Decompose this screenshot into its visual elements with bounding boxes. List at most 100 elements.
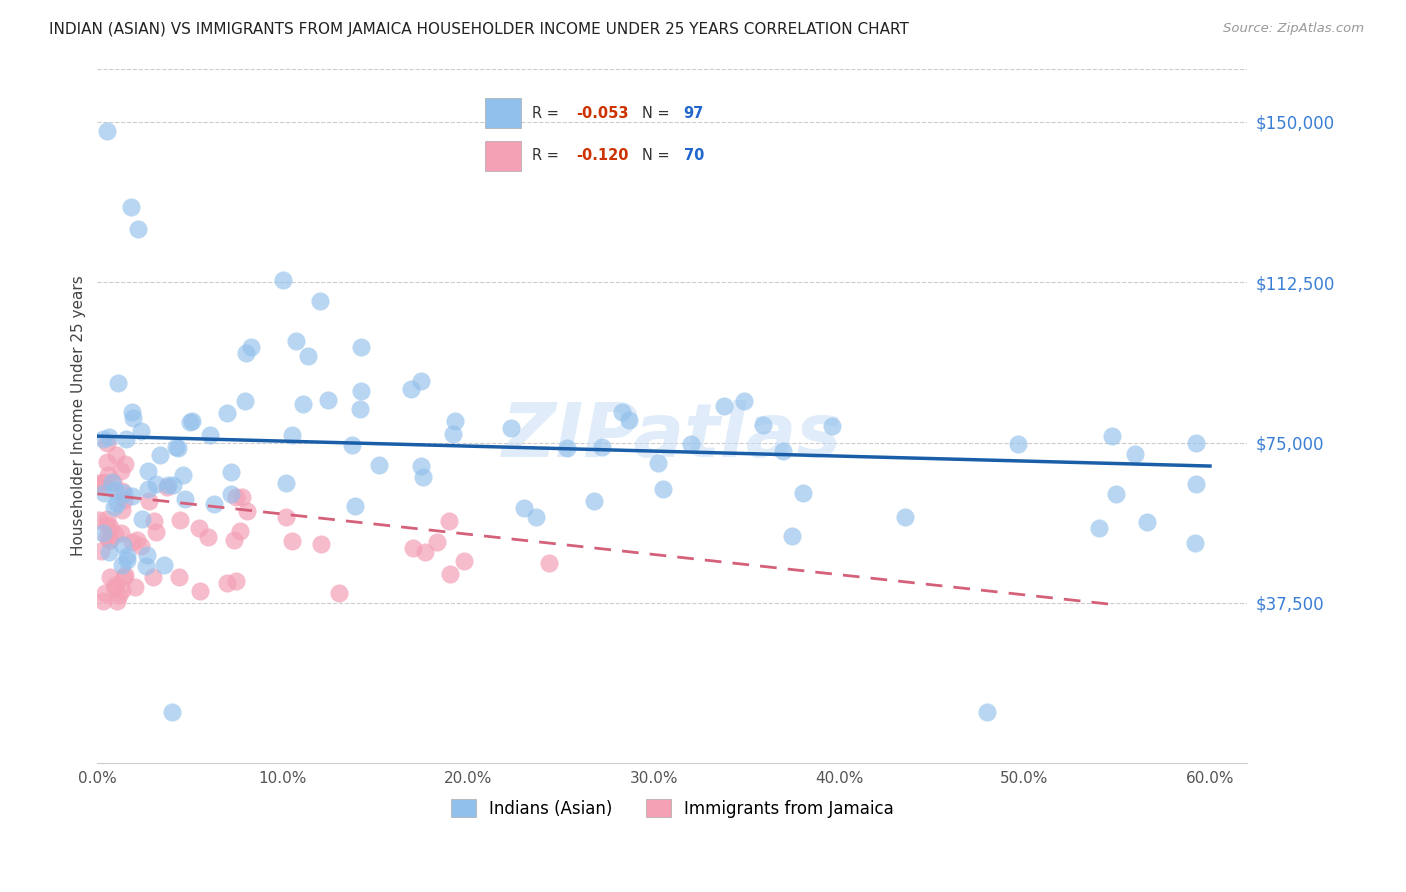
- Point: [89, 513, 111, 527]
- Point: [124, 580, 146, 594]
- Point: [157, 478, 180, 492]
- Point: [426, 534, 449, 549]
- Point: [96, 455, 118, 469]
- Point: [153, 558, 176, 572]
- Point: [792, 486, 814, 500]
- Point: [224, 533, 246, 548]
- Point: [89, 475, 111, 490]
- Point: [309, 294, 332, 309]
- Point: [350, 340, 373, 354]
- Point: [412, 469, 434, 483]
- Point: [679, 436, 702, 450]
- Point: [101, 475, 124, 490]
- Point: [145, 476, 167, 491]
- Point: [104, 483, 127, 497]
- Point: [114, 568, 136, 582]
- Point: [583, 493, 606, 508]
- Point: [90, 543, 112, 558]
- Y-axis label: Householder Income Under 25 years: Householder Income Under 25 years: [72, 276, 86, 557]
- Point: [169, 513, 191, 527]
- Point: [134, 559, 156, 574]
- Point: [136, 482, 159, 496]
- Point: [1123, 447, 1146, 461]
- Point: [367, 458, 389, 472]
- Point: [612, 405, 634, 419]
- Point: [409, 374, 432, 388]
- Point: [752, 418, 775, 433]
- Point: [112, 538, 135, 552]
- Point: [1101, 429, 1123, 443]
- Point: [274, 475, 297, 490]
- Point: [129, 539, 152, 553]
- Point: [235, 346, 257, 360]
- Point: [98, 520, 121, 534]
- Point: [143, 514, 166, 528]
- Point: [233, 394, 256, 409]
- Point: [782, 529, 804, 543]
- Point: [127, 533, 149, 547]
- Point: [229, 524, 252, 539]
- Point: [202, 497, 225, 511]
- Point: [198, 427, 221, 442]
- Point: [108, 588, 131, 602]
- Point: [101, 475, 124, 490]
- Point: [328, 585, 350, 599]
- Point: [110, 464, 132, 478]
- Point: [104, 448, 127, 462]
- Point: [399, 382, 422, 396]
- Point: [104, 526, 127, 541]
- Point: [225, 490, 247, 504]
- Point: [188, 521, 211, 535]
- Point: [98, 430, 121, 444]
- Point: [96, 435, 118, 450]
- Point: [284, 334, 307, 348]
- Point: [136, 464, 159, 478]
- Point: [179, 416, 201, 430]
- Point: [526, 509, 548, 524]
- Legend: Indians (Asian), Immigrants from Jamaica: Indians (Asian), Immigrants from Jamaica: [444, 793, 900, 824]
- Point: [96, 512, 118, 526]
- Point: [111, 558, 134, 573]
- Point: [112, 493, 135, 508]
- Point: [103, 578, 125, 592]
- Point: [197, 530, 219, 544]
- Point: [98, 533, 121, 547]
- Point: [297, 349, 319, 363]
- Point: [121, 489, 143, 503]
- Point: [291, 397, 314, 411]
- Point: [413, 545, 436, 559]
- Point: [591, 440, 613, 454]
- Point: [181, 414, 204, 428]
- Point: [411, 458, 433, 473]
- Point: [162, 478, 184, 492]
- Point: [93, 486, 115, 500]
- Point: [115, 432, 138, 446]
- Point: [225, 574, 247, 588]
- Point: [538, 557, 561, 571]
- Point: [114, 457, 136, 471]
- Point: [557, 442, 579, 456]
- Point: [174, 492, 197, 507]
- Point: [136, 549, 159, 563]
- Point: [145, 524, 167, 539]
- Point: [1184, 436, 1206, 450]
- Point: [513, 501, 536, 516]
- Point: [1105, 486, 1128, 500]
- Point: [131, 512, 153, 526]
- Point: [111, 583, 134, 598]
- Point: [215, 576, 238, 591]
- Point: [149, 448, 172, 462]
- Point: [1088, 521, 1111, 535]
- Point: [316, 393, 339, 408]
- Point: [110, 526, 132, 541]
- Point: [91, 594, 114, 608]
- Point: [1136, 515, 1159, 529]
- Point: [115, 553, 138, 567]
- Point: [167, 441, 190, 455]
- Point: [1184, 536, 1206, 550]
- Point: [105, 594, 128, 608]
- Point: [349, 384, 371, 398]
- Text: Source: ZipAtlas.com: Source: ZipAtlas.com: [1223, 22, 1364, 36]
- Point: [647, 457, 669, 471]
- Point: [169, 570, 191, 584]
